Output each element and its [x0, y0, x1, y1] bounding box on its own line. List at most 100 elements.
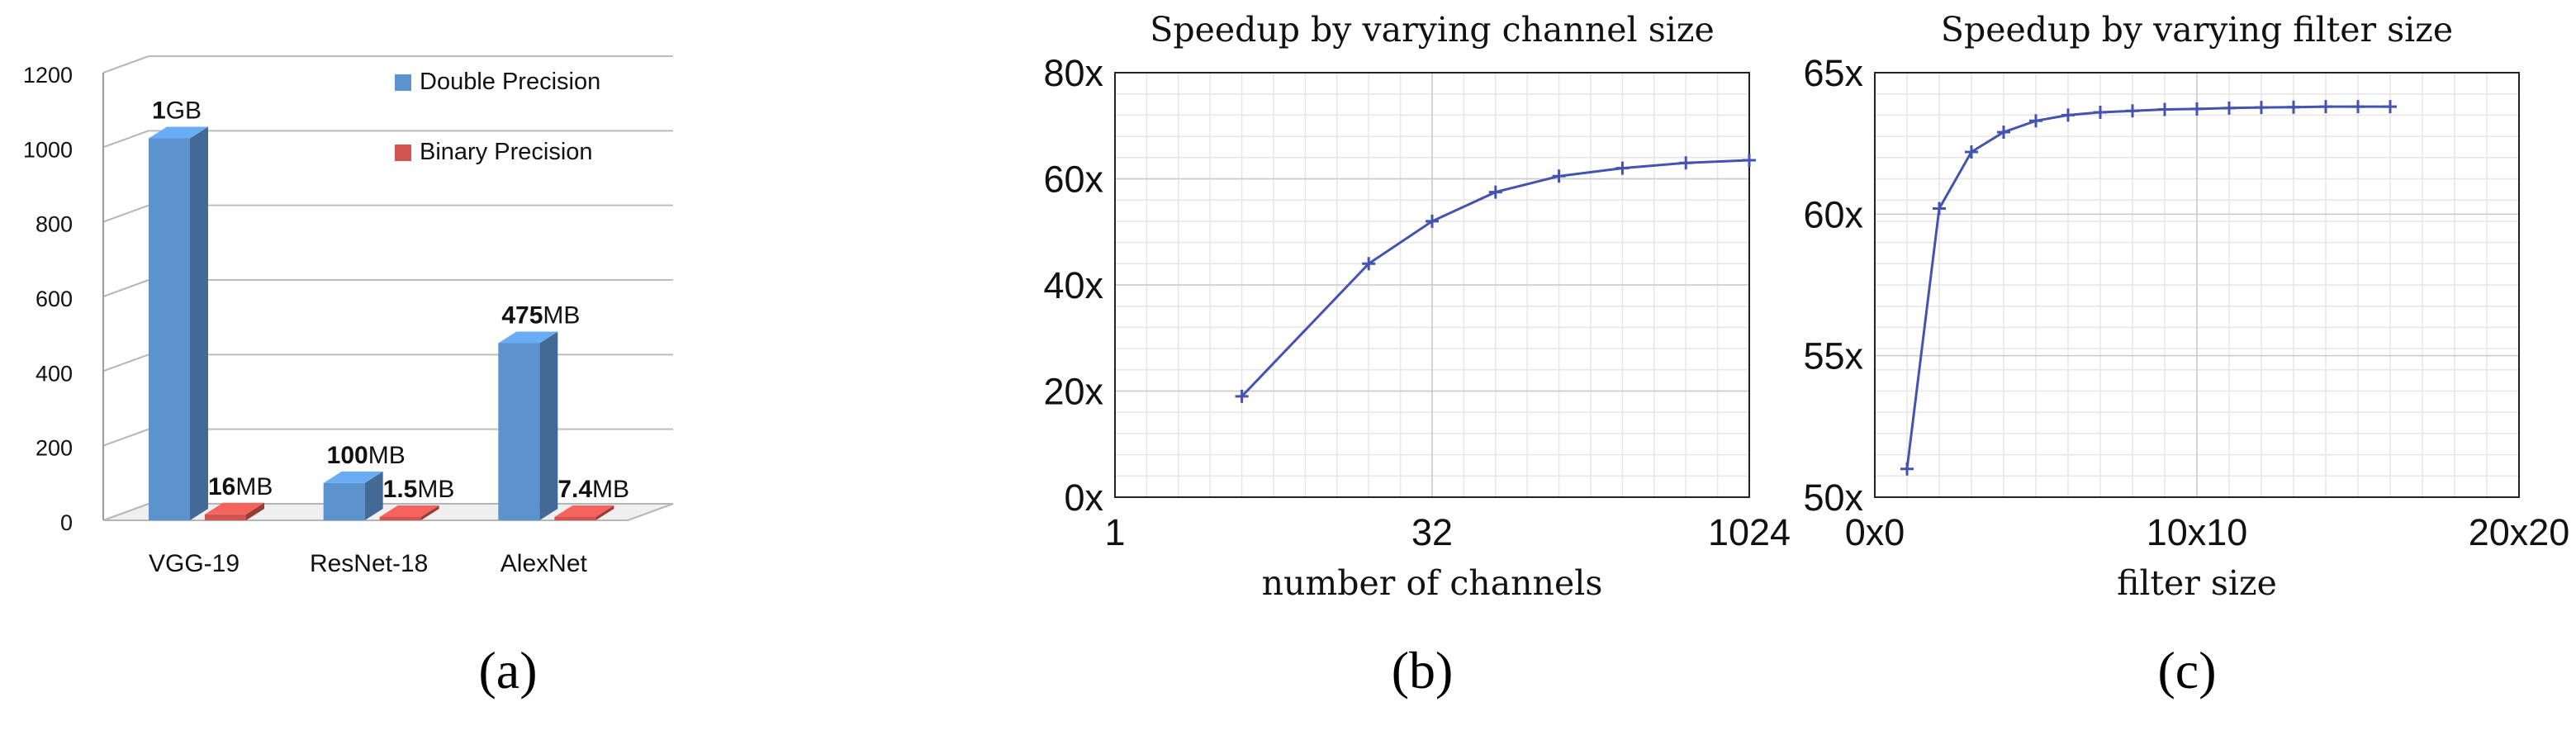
- data-point-marker: [2384, 100, 2397, 114]
- gridline-depth: [102, 130, 149, 149]
- legend-label: Double Precision: [420, 69, 600, 95]
- data-point-marker: [1426, 214, 1439, 228]
- chart-title: Speedup by varying filter size: [1941, 10, 2453, 50]
- y-tick-label: 600: [36, 287, 73, 311]
- data-point-marker: [1235, 389, 1249, 403]
- y-tick-label: 50x: [1803, 477, 1863, 519]
- gridline-depth: [102, 204, 149, 223]
- data-label-value: 16: [208, 473, 235, 500]
- x-tick-label: 10x10: [2147, 511, 2248, 553]
- data-label-value: 1.5: [383, 476, 418, 503]
- data-label-value: 100: [327, 442, 368, 469]
- bar-top: [554, 505, 614, 517]
- series-line: [1905, 105, 2390, 469]
- data-point-marker: [1743, 154, 1756, 168]
- y-tick-label: 1200: [23, 63, 73, 88]
- bar-top: [379, 505, 439, 517]
- caption-b: (b): [1391, 641, 1454, 700]
- data-label: 1.5MB: [383, 476, 455, 503]
- y-tick-label: 200: [36, 436, 73, 461]
- data-point-marker: [1552, 169, 1566, 183]
- bar: [554, 517, 596, 520]
- series-line: [1241, 159, 1750, 397]
- data-point-marker: [1615, 161, 1630, 175]
- data-label-value: 1: [152, 97, 166, 124]
- y-tick-label: 400: [36, 361, 73, 386]
- x-category-label: ResNet-18: [310, 550, 428, 577]
- data-point-marker: [1362, 257, 1376, 271]
- data-label-unit: GB: [166, 97, 202, 124]
- gridline-depth: [102, 428, 149, 447]
- data-label-unit: MB: [417, 476, 454, 503]
- bar-side: [190, 126, 208, 520]
- y-tick-label: 65x: [1803, 52, 1863, 94]
- x-tick-label: 1024: [1708, 511, 1791, 553]
- bar-top: [323, 471, 383, 483]
- data-point-marker: [1679, 156, 1693, 170]
- data-label-unit: MB: [543, 301, 580, 329]
- bar-side: [364, 471, 383, 520]
- y-tick-label: 800: [36, 212, 73, 237]
- x-axis-label: filter size: [2117, 563, 2277, 603]
- data-point-marker: [2255, 101, 2268, 115]
- filter-speedup-chart: 50x 55x 60x 65x 0x0 10x10 20x20 Speedup by vary…: [1803, 10, 2569, 603]
- chart-title: Speedup by varying channel size: [1150, 10, 1714, 50]
- bar: [149, 138, 190, 520]
- x-category-label: AlexNet: [500, 550, 588, 577]
- data-point-marker: [2351, 100, 2365, 114]
- data-label: 100MB: [327, 442, 406, 469]
- gridline-depth: [102, 279, 149, 297]
- data-label: 1GB: [152, 97, 202, 124]
- data-point-marker: [2223, 101, 2236, 115]
- x-tick-label: 0x0: [1845, 511, 1905, 553]
- x-tick-label: 20x20: [2469, 511, 2570, 553]
- legend-swatch: [395, 74, 411, 91]
- channel-speedup-chart: 0x 20x 40x 60x 80x 1 32 1024 Speedup by varying …: [1043, 10, 1791, 603]
- data-label-unit: MB: [368, 442, 406, 469]
- data-label: 7.4MB: [557, 476, 629, 503]
- bar-side: [539, 331, 558, 520]
- y-tick-label: 20x: [1043, 371, 1103, 413]
- bar-top: [205, 502, 264, 515]
- x-tick-label: 32: [1411, 511, 1453, 553]
- data-point-marker: [2029, 114, 2042, 128]
- bar: [379, 517, 421, 520]
- legend-label: Binary Precision: [420, 139, 593, 165]
- y-tick-label: 40x: [1043, 264, 1103, 306]
- y-tick-label: 0: [60, 510, 73, 535]
- bar-side: [420, 505, 439, 520]
- data-label-unit: MB: [235, 473, 273, 500]
- x-axis-label: number of channels: [1262, 563, 1603, 603]
- bar-top: [498, 331, 558, 344]
- data-point-marker: [2287, 100, 2300, 114]
- data-point-marker: [2126, 104, 2139, 118]
- plot-frame: [1874, 72, 2520, 498]
- bar-side: [246, 502, 264, 520]
- y-tick-label: 1000: [23, 137, 73, 162]
- bar-side: [595, 505, 614, 520]
- plot-frame: [1114, 72, 1750, 498]
- data-point-marker: [2158, 102, 2171, 116]
- y-tick-label: 60x: [1803, 193, 1863, 235]
- data-point-marker: [1997, 125, 2010, 139]
- caption-c: (c): [2157, 641, 2217, 700]
- caption-a: (a): [478, 641, 538, 700]
- data-label: 16MB: [208, 473, 273, 500]
- data-point-marker: [1900, 462, 1914, 476]
- data-label-value: 7.4: [557, 476, 592, 503]
- data-point-marker: [1965, 145, 1978, 159]
- y-tick-label: 80x: [1043, 52, 1103, 94]
- x-category-label: VGG-19: [149, 550, 240, 577]
- bar: [498, 343, 540, 520]
- data-point-marker: [2319, 100, 2332, 114]
- data-label: 475MB: [501, 301, 580, 329]
- data-label-unit: MB: [592, 476, 629, 503]
- legend-swatch: [395, 145, 411, 161]
- gridline-depth: [102, 353, 149, 372]
- data-point-marker: [1488, 185, 1502, 199]
- memory-bar-chart: 020040060080010001200VGG-191GB16MBResNet…: [23, 55, 674, 577]
- data-point-marker: [2061, 108, 2075, 122]
- data-point-marker: [1933, 202, 1946, 216]
- data-label-value: 475: [501, 301, 543, 329]
